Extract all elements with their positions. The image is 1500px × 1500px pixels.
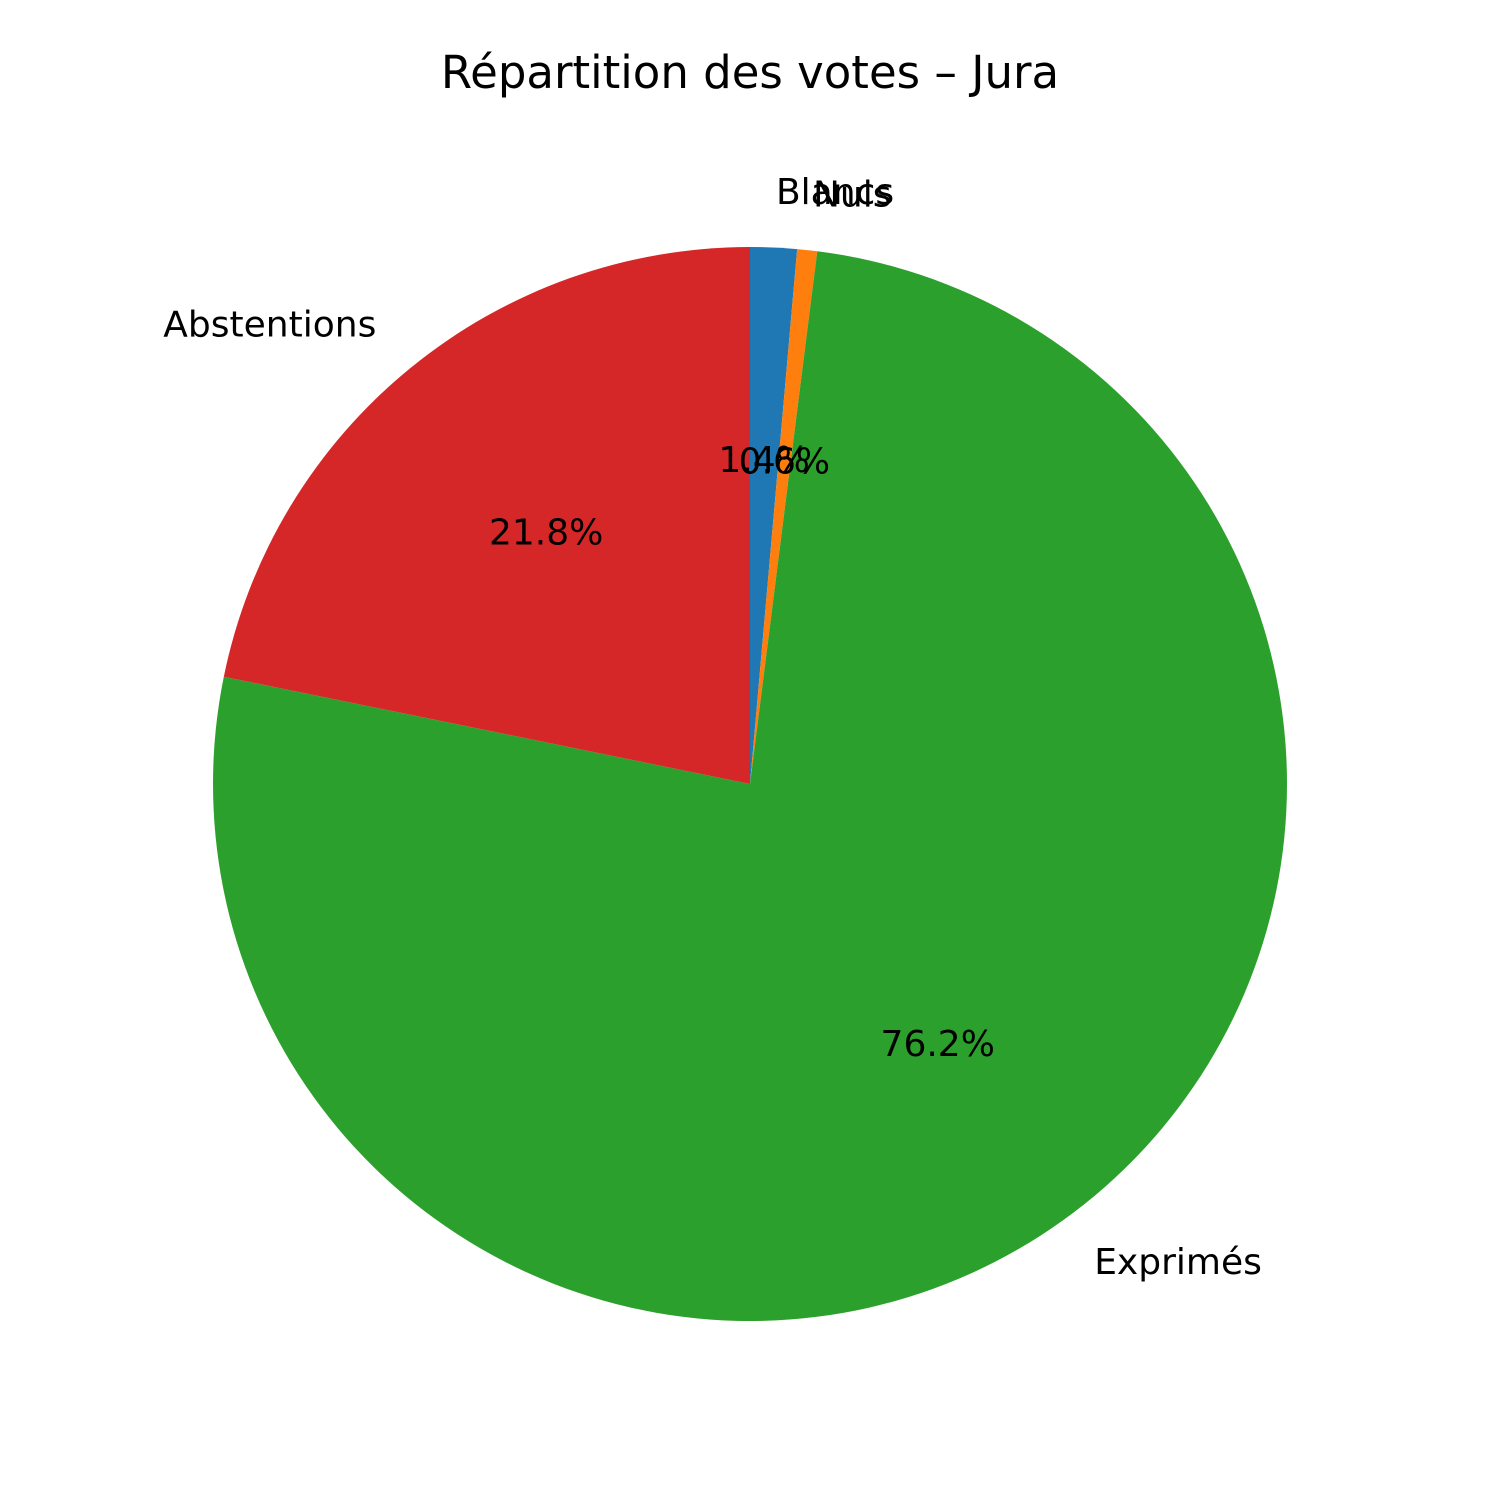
pie-slice-exprimes bbox=[212, 251, 1287, 1322]
slice-label-abstentions: Abstentions bbox=[163, 305, 376, 346]
slice-percent-abstentions: 21.8% bbox=[489, 512, 603, 553]
chart-title: Répartition des votes – Jura bbox=[441, 46, 1059, 99]
slice-percent-nuls: 0.6% bbox=[739, 442, 830, 483]
slice-percent-exprimes: 76.2% bbox=[881, 1024, 995, 1065]
pie-labels: Blancs 1.4% Nuls 0.6% Exprimés 76.2% Abstentio… bbox=[163, 172, 1262, 1283]
pie-slice-abstentions bbox=[223, 247, 750, 784]
slice-percent-blancs: 1.4% bbox=[718, 440, 809, 481]
pie-slice-nuls bbox=[750, 249, 818, 785]
slice-label-blancs: Blancs bbox=[776, 172, 894, 213]
slice-label-nuls: Nuls bbox=[813, 175, 892, 216]
pie-slices bbox=[212, 247, 1287, 1322]
pie-slice-blancs bbox=[750, 247, 798, 784]
slice-label-exprimes: Exprimés bbox=[1094, 1242, 1262, 1283]
